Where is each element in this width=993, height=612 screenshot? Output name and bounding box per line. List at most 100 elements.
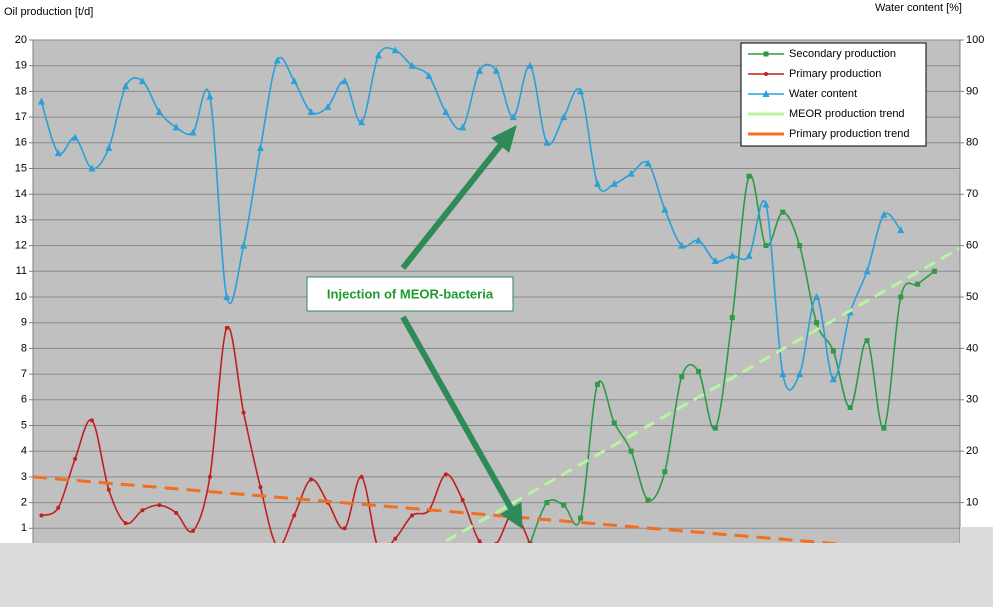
y-tick-label: 7 (21, 368, 27, 380)
ticks: 1234567891011121314151617181920102030405… (15, 34, 985, 534)
marker (611, 420, 617, 426)
marker (71, 133, 79, 141)
marker (172, 123, 180, 131)
marker (745, 251, 753, 259)
marker (729, 315, 735, 321)
y2-tick-label: 10 (966, 497, 978, 509)
y-tick-label: 14 (15, 188, 27, 200)
marker (307, 107, 315, 115)
annotation: Injection of MEOR-bacteria (327, 286, 494, 301)
marker (492, 66, 500, 74)
marker (155, 107, 163, 115)
marker (746, 173, 752, 179)
y2-tick-label: 60 (966, 240, 978, 252)
marker (122, 82, 130, 90)
overlay (960, 527, 993, 543)
marker (324, 102, 332, 110)
marker (410, 513, 415, 518)
marker (829, 375, 837, 383)
marker (509, 113, 517, 121)
marker (678, 241, 686, 249)
marker (241, 410, 246, 415)
y-tick-label: 3 (21, 471, 27, 483)
marker (662, 469, 668, 475)
marker (544, 500, 550, 506)
series-layer (33, 46, 960, 554)
legend-label: MEOR production trend (789, 108, 905, 120)
marker (814, 320, 819, 326)
marker (847, 405, 853, 411)
marker (679, 374, 685, 380)
legend-label: Primary production trend (789, 128, 909, 140)
marker (88, 164, 96, 172)
legend: Secondary production Primary production Wa… (740, 42, 927, 147)
y-tick-label: 6 (21, 394, 27, 406)
y-tick-label: 20 (15, 34, 27, 46)
marker (779, 370, 787, 378)
marker (459, 123, 467, 131)
y-tick-label: 13 (15, 214, 27, 226)
marker (342, 526, 347, 531)
overlay (0, 543, 993, 607)
marker (425, 71, 433, 79)
marker (359, 474, 364, 479)
marker (442, 107, 450, 115)
y-tick-label: 8 (21, 342, 27, 354)
y2-tick-label: 50 (966, 291, 978, 303)
marker (408, 61, 416, 69)
marker (661, 205, 669, 213)
marker (593, 179, 601, 187)
marker (191, 528, 196, 533)
marker (561, 502, 567, 508)
marker (39, 513, 44, 518)
annotation-arrows (400, 125, 523, 529)
marker (391, 46, 399, 54)
marker (207, 474, 212, 479)
y-tick-label: 1 (21, 522, 27, 534)
marker (443, 472, 448, 477)
marker (695, 236, 703, 244)
marker (881, 425, 887, 431)
marker (393, 536, 398, 541)
marker (89, 418, 94, 423)
marker (645, 497, 651, 503)
legend-label: Secondary production (789, 48, 896, 60)
marker (224, 325, 229, 330)
marker (830, 348, 836, 354)
marker (174, 510, 179, 515)
y-tick-label: 12 (15, 240, 27, 252)
marker (644, 159, 652, 167)
marker (139, 77, 146, 85)
marker (763, 51, 769, 57)
marker (762, 90, 770, 97)
marker (73, 456, 78, 461)
marker (106, 487, 111, 492)
y-tick-label: 2 (21, 497, 27, 509)
marker (931, 268, 937, 274)
y2-tick-label: 30 (966, 394, 978, 406)
marker (728, 251, 736, 259)
marker (123, 521, 128, 526)
arrow-head (491, 125, 517, 153)
marker (763, 243, 769, 249)
marker (863, 267, 871, 275)
marker (897, 226, 905, 234)
y-tick-label: 18 (15, 85, 27, 97)
y-tick-label: 5 (21, 419, 27, 431)
trend-line (445, 246, 960, 543)
marker (797, 243, 803, 249)
marker (543, 138, 551, 146)
y2-tick-label: 40 (966, 342, 978, 354)
marker (711, 257, 719, 265)
marker (341, 77, 349, 85)
legend-label: Primary production (789, 68, 881, 80)
marker (610, 179, 618, 187)
marker (56, 505, 61, 510)
arrow (400, 140, 506, 270)
marker (898, 294, 904, 300)
marker (762, 200, 770, 208)
marker (189, 128, 197, 136)
y-tick-label: 17 (15, 111, 27, 123)
marker (796, 370, 804, 378)
y-tick-label: 9 (21, 317, 27, 329)
